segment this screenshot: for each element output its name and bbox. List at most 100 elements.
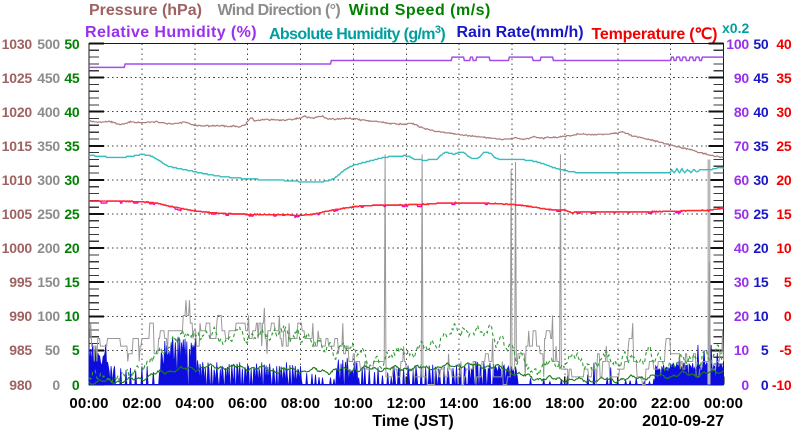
left-tick-wind-speed-0: 0: [71, 376, 80, 393]
left-tick-wind-speed-50: 50: [64, 35, 80, 52]
x-tick-label-2: 04:00: [175, 395, 215, 412]
right-tick-rain-rate-5: 5: [760, 342, 769, 359]
left-tick-wind-direction-400: 400: [37, 103, 60, 120]
x-tick-label-8: 16:00: [492, 395, 532, 412]
x-tick-label-10: 20:00: [598, 395, 638, 412]
left-tick-wind-direction-250: 250: [37, 206, 60, 222]
right-tick-temperature--5: -5: [779, 342, 792, 359]
left-tick-pressure-995: 995: [9, 274, 32, 291]
left-tick-wind-speed-40: 40: [64, 103, 80, 120]
left-tick-pressure-1015: 1015: [1, 137, 33, 154]
legend-absolute-humidity-text: Absolute Humidity (g/m: [269, 26, 436, 43]
right-tick-relative-humidity-50: 50: [733, 206, 749, 222]
right-tick-relative-humidity-30: 30: [733, 274, 749, 291]
right-tick-temperature-5: 5: [783, 274, 792, 291]
right-tick-temperature-0: 0: [783, 308, 792, 325]
right-tick-relative-humidity-100: 100: [726, 35, 749, 52]
right-tick-relative-humidity-10: 10: [733, 342, 749, 359]
legend-relative-humidity: Relative Humidity (%): [85, 24, 257, 41]
legend-absolute-humidity: Absolute Humidity (g/m3): [269, 24, 446, 44]
x-tick-label-9: 18:00: [545, 395, 585, 412]
right-tick-temperature-20: 20: [776, 171, 792, 188]
left-tick-pressure-1020: 1020: [1, 103, 33, 120]
x-tick-label-1: 02:00: [122, 395, 162, 412]
left-tick-wind-speed-10: 10: [64, 308, 80, 325]
series-wind-speed: [88, 362, 724, 386]
left-tick-wind-speed-5: 5: [71, 342, 80, 359]
right-tick-temperature-25: 25: [776, 137, 792, 154]
x-tick-label-7: 14:00: [439, 395, 479, 412]
left-tick-wind-direction-50: 50: [44, 342, 60, 359]
left-tick-pressure-1025: 1025: [1, 69, 33, 86]
x-tick-label-0: 00:00: [69, 395, 109, 412]
left-tick-wind-speed-45: 45: [64, 69, 80, 86]
right-tick-temperature-10: 10: [776, 240, 792, 257]
x-axis-date: 2010-09-27: [642, 413, 724, 430]
right-tick-rain-rate-30: 30: [753, 171, 769, 188]
right-tick-temperature-15: 15: [776, 206, 792, 222]
legend-absolute-humidity-close-paren: ): [440, 26, 446, 43]
legend-absolute-humidity-superscript: 3: [434, 24, 441, 36]
right-tick-rain-rate-15: 15: [753, 274, 769, 291]
legend-wind-direction: Wind Direction (°): [217, 2, 341, 19]
left-tick-pressure-990: 990: [9, 308, 32, 325]
left-tick-pressure-1010: 1010: [1, 171, 33, 188]
left-tick-wind-direction-450: 450: [37, 69, 60, 86]
legend-temperature: Temperature (℃): [591, 26, 718, 43]
right-tick-relative-humidity-40: 40: [733, 240, 749, 257]
right-tick-relative-humidity-70: 70: [733, 137, 749, 154]
series-wind-direction: [89, 154, 724, 385]
left-tick-pressure-1030: 1030: [1, 35, 33, 52]
absolute-humidity-scale-note: x0.2: [722, 20, 750, 36]
legend-wind-speed: Wind Speed (m/s): [348, 2, 491, 19]
right-tick-rain-rate-45: 45: [753, 69, 769, 86]
legend-rain-rate: Rain Rate(mm/h): [456, 24, 584, 41]
left-tick-pressure-1005: 1005: [1, 206, 33, 222]
x-axis-title: Time (JST): [372, 413, 454, 430]
x-tick-label-5: 10:00: [333, 395, 374, 412]
left-tick-pressure-1000: 1000: [1, 240, 33, 257]
right-tick-relative-humidity-20: 20: [733, 308, 749, 325]
right-tick-temperature-30: 30: [776, 103, 792, 120]
left-tick-wind-direction-300: 300: [37, 171, 60, 188]
right-tick-rain-rate-25: 25: [753, 206, 769, 222]
series-absolute-humidity: [89, 151, 725, 183]
left-tick-wind-direction-150: 150: [37, 274, 60, 291]
right-tick-temperature-35: 35: [776, 69, 792, 86]
x-tick-label-6: 12:00: [386, 395, 426, 412]
right-tick-rain-rate-0: 0: [760, 376, 769, 393]
right-tick-relative-humidity-60: 60: [733, 171, 749, 188]
right-tick-relative-humidity-90: 90: [733, 69, 749, 86]
right-tick-rain-rate-50: 50: [753, 35, 769, 52]
left-tick-wind-direction-200: 200: [37, 240, 60, 257]
right-tick-temperature-40: 40: [776, 35, 792, 52]
left-tick-wind-direction-100: 100: [37, 308, 60, 325]
x-tick-label-3: 06:00: [227, 395, 268, 412]
series-pressure: [88, 115, 724, 159]
series-rain-rate: [88, 336, 724, 386]
left-tick-wind-direction-0: 0: [52, 376, 60, 393]
left-tick-wind-speed-25: 25: [64, 206, 80, 222]
left-tick-wind-speed-15: 15: [64, 274, 80, 291]
right-tick-rain-rate-40: 40: [753, 103, 769, 120]
series-relative-humidity: [89, 56, 724, 69]
legend-pressure: Pressure (hPa): [89, 2, 202, 19]
left-tick-wind-direction-500: 500: [37, 35, 60, 52]
left-tick-wind-speed-20: 20: [64, 240, 80, 257]
series-temperature: [89, 200, 724, 217]
right-tick-relative-humidity-80: 80: [733, 103, 749, 120]
left-tick-pressure-985: 985: [9, 342, 32, 359]
right-tick-rain-rate-20: 20: [753, 240, 769, 257]
left-tick-wind-speed-30: 30: [64, 171, 80, 188]
left-tick-wind-speed-35: 35: [64, 137, 80, 154]
x-tick-label-4: 08:00: [280, 395, 321, 412]
x-tick-label-12: 00:00: [703, 395, 744, 412]
left-tick-wind-direction-350: 350: [37, 137, 60, 154]
x-tick-label-11: 22:00: [650, 395, 691, 412]
right-tick-relative-humidity-0: 0: [741, 376, 749, 393]
right-tick-rain-rate-35: 35: [753, 137, 769, 154]
right-tick-temperature--10: -10: [771, 376, 792, 393]
left-tick-pressure-980: 980: [9, 376, 32, 393]
